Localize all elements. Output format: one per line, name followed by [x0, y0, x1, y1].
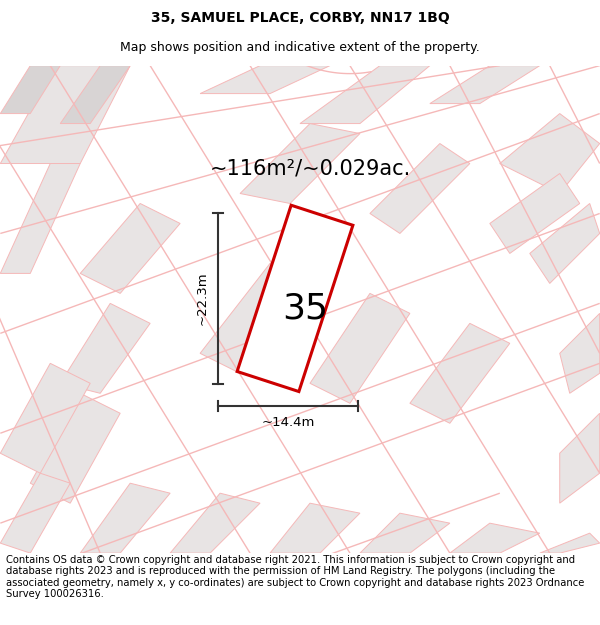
- Polygon shape: [237, 205, 353, 391]
- Text: ~14.4m: ~14.4m: [261, 416, 314, 429]
- Polygon shape: [1, 66, 130, 164]
- Polygon shape: [200, 263, 310, 373]
- Text: Map shows position and indicative extent of the property.: Map shows position and indicative extent…: [120, 41, 480, 54]
- Text: ~22.3m: ~22.3m: [196, 272, 209, 325]
- Polygon shape: [1, 164, 80, 273]
- Polygon shape: [490, 174, 580, 253]
- Polygon shape: [560, 313, 599, 393]
- Polygon shape: [1, 66, 60, 114]
- Text: 35, SAMUEL PLACE, CORBY, NN17 1BQ: 35, SAMUEL PLACE, CORBY, NN17 1BQ: [151, 11, 449, 26]
- Polygon shape: [270, 503, 360, 553]
- Polygon shape: [200, 66, 330, 94]
- Polygon shape: [500, 114, 599, 194]
- Polygon shape: [1, 473, 70, 553]
- Polygon shape: [560, 413, 599, 503]
- Polygon shape: [410, 323, 510, 423]
- Text: Contains OS data © Crown copyright and database right 2021. This information is : Contains OS data © Crown copyright and d…: [6, 554, 584, 599]
- Text: ~116m²/~0.029ac.: ~116m²/~0.029ac.: [209, 159, 410, 179]
- Polygon shape: [310, 293, 410, 403]
- Polygon shape: [240, 124, 360, 204]
- Polygon shape: [170, 493, 260, 553]
- Polygon shape: [300, 66, 430, 124]
- Polygon shape: [530, 204, 599, 283]
- Polygon shape: [370, 144, 470, 234]
- Polygon shape: [1, 363, 90, 473]
- Polygon shape: [60, 66, 130, 124]
- Polygon shape: [80, 483, 170, 553]
- Text: 35: 35: [282, 291, 328, 326]
- Polygon shape: [430, 66, 540, 104]
- Polygon shape: [540, 533, 599, 553]
- Polygon shape: [80, 204, 180, 293]
- Polygon shape: [60, 303, 150, 393]
- Polygon shape: [360, 513, 450, 553]
- Polygon shape: [450, 523, 540, 553]
- Polygon shape: [30, 393, 120, 503]
